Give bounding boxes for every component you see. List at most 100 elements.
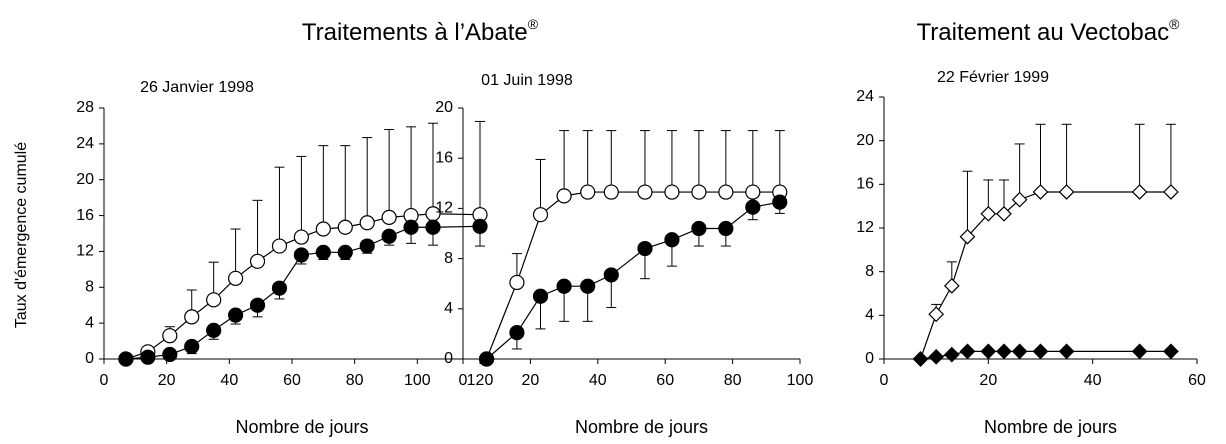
- point: [1131, 343, 1148, 360]
- x-tick-label: 20: [979, 372, 997, 389]
- error-bar: [1035, 123, 1046, 192]
- x-tick-label: 100: [787, 372, 814, 389]
- error-bar: [296, 155, 307, 238]
- x-tick-label: 80: [724, 372, 742, 389]
- y-tick-label: 4: [444, 300, 453, 317]
- x-axis-label: Nombre de jours: [984, 417, 1117, 437]
- point: [403, 219, 419, 235]
- point: [271, 280, 288, 296]
- error-bar: [747, 130, 758, 193]
- chart-title: 26 Janvier 1998: [140, 79, 254, 96]
- y-tick-label: 20: [76, 171, 94, 188]
- x-tick-label: 80: [346, 372, 364, 389]
- point: [996, 343, 1012, 360]
- point: [1163, 184, 1179, 200]
- error-bar: [384, 129, 395, 218]
- y-tick-label: 0: [85, 350, 94, 367]
- error-bar: [666, 130, 677, 193]
- y-tick-label: 16: [76, 207, 94, 224]
- y-tick-label: 4: [85, 314, 94, 331]
- x-tick-label: 40: [1084, 372, 1102, 389]
- point: [118, 351, 134, 367]
- point: [472, 218, 488, 234]
- error-bar: [1061, 123, 1072, 192]
- error-bar: [693, 130, 704, 193]
- error-bar: [962, 170, 973, 237]
- point: [228, 307, 244, 323]
- series-line: [125, 225, 481, 360]
- point: [532, 288, 549, 304]
- point: [206, 292, 222, 308]
- y-tick-label: 4: [865, 307, 874, 324]
- point: [959, 228, 976, 245]
- point: [315, 221, 331, 237]
- x-tick-label: 100: [404, 372, 431, 389]
- x-axis-label: Nombre de jours: [575, 417, 708, 437]
- point: [249, 297, 266, 313]
- point: [943, 278, 960, 294]
- chart-title: 01 Juin 1998: [481, 72, 573, 89]
- series-line: [125, 213, 481, 360]
- series-line: [919, 191, 1171, 360]
- y-tick-label: 8: [865, 263, 874, 280]
- error-bar: [406, 126, 417, 216]
- point: [1011, 191, 1028, 208]
- x-tick-label: 60: [283, 372, 301, 389]
- y-tick-label: 12: [856, 219, 874, 236]
- error-bar: [720, 130, 731, 193]
- y-tick-label: 0: [865, 350, 874, 367]
- point: [315, 244, 331, 260]
- point: [337, 244, 353, 260]
- point: [249, 253, 266, 269]
- y-tick-label: 20: [435, 99, 453, 116]
- series-line: [486, 201, 780, 360]
- point: [425, 219, 441, 235]
- group-title: Traitements à l’Abate®: [302, 16, 539, 47]
- point: [1058, 343, 1075, 360]
- x-tick-label: 20: [522, 372, 540, 389]
- point: [1131, 184, 1148, 200]
- error-bar: [428, 122, 438, 214]
- error-bar: [639, 130, 650, 193]
- point: [381, 228, 397, 244]
- point: [980, 205, 997, 222]
- point: [1058, 184, 1075, 200]
- group-title: Traitement au Vectobac®: [917, 16, 1181, 47]
- error-bar: [230, 228, 241, 279]
- error-bar: [274, 166, 285, 247]
- x-tick-label: 40: [589, 372, 607, 389]
- y-tick-label: 20: [856, 132, 874, 149]
- point: [691, 220, 707, 237]
- point: [359, 238, 375, 254]
- point: [664, 232, 680, 248]
- x-tick-label: 120: [467, 372, 494, 389]
- series-line: [486, 191, 780, 360]
- x-axis-label: Nombre de jours: [235, 417, 368, 437]
- error-bar: [340, 145, 351, 228]
- point: [943, 346, 960, 363]
- point: [293, 247, 309, 263]
- point: [745, 199, 761, 215]
- point: [162, 346, 178, 363]
- error-bar: [535, 158, 546, 215]
- x-tick-label: 60: [656, 372, 674, 389]
- error-bar: [559, 130, 570, 196]
- point: [580, 184, 596, 200]
- y-tick-label: 0: [444, 350, 453, 367]
- point: [1032, 184, 1049, 200]
- point: [140, 349, 156, 365]
- y-tick-label: 12: [435, 200, 453, 217]
- error-bar: [318, 145, 329, 230]
- point: [509, 274, 525, 291]
- x-tick-label: 40: [220, 372, 238, 389]
- point: [959, 343, 976, 360]
- point: [691, 184, 707, 200]
- error-bar: [1134, 123, 1145, 192]
- error-bar: [475, 120, 485, 215]
- point: [928, 348, 945, 365]
- point: [1032, 343, 1049, 360]
- error-bar: [606, 130, 617, 193]
- point: [478, 351, 495, 367]
- point: [184, 338, 200, 355]
- y-tick-label: 24: [76, 135, 94, 152]
